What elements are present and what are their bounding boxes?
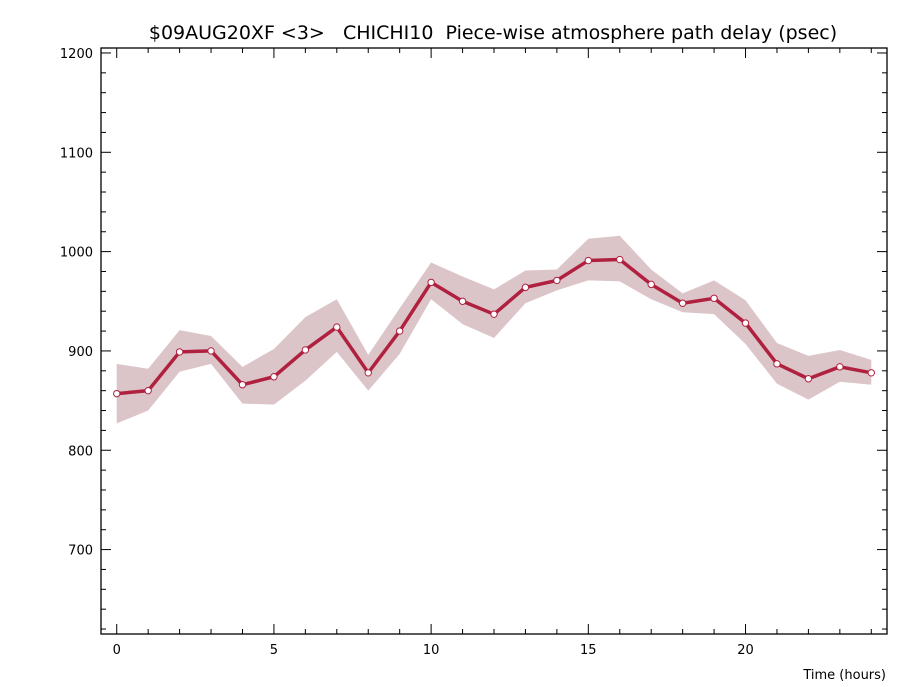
data-point: [741, 319, 750, 327]
data-point: [647, 280, 655, 289]
data-point: [710, 294, 718, 302]
data-point: [553, 276, 561, 285]
data-point: [301, 346, 310, 354]
x-axis-title: Time (hours): [802, 668, 886, 683]
data-point: [584, 256, 593, 265]
data-point: [867, 369, 875, 377]
x-tick-label: 5: [270, 643, 278, 658]
data-point: [270, 373, 278, 381]
x-tick-label: 15: [580, 643, 597, 658]
tick-labels: 0 5 10 15 20 700 800 900 1000 1100 1200: [60, 47, 754, 658]
y-tick-label: 1100: [60, 146, 93, 161]
data-point-layer: [113, 255, 875, 398]
data-point: [836, 363, 844, 371]
x-tick-label: 10: [423, 643, 440, 658]
data-point: [678, 299, 687, 307]
data-point: [395, 327, 404, 335]
y-tick-label: 800: [68, 444, 93, 459]
data-point: [364, 369, 372, 377]
y-tick-label: 1200: [60, 47, 93, 62]
data-point: [144, 386, 152, 395]
uncertainty-band-layer: [116, 235, 872, 424]
x-tick-label: 20: [737, 643, 754, 658]
x-tick-label: 0: [113, 643, 121, 658]
uncertainty-band: [116, 235, 872, 424]
chart-title: $09AUG20XF <3> CHICHI10 Piece-wise atmos…: [149, 22, 837, 44]
data-point: [427, 278, 435, 287]
data-point: [458, 297, 467, 305]
y-tick-label: 1000: [60, 246, 93, 261]
y-tick-label: 900: [68, 345, 93, 360]
data-point: [490, 310, 498, 318]
data-point: [238, 381, 247, 389]
data-point: [521, 283, 530, 292]
data-point: [175, 348, 184, 356]
tick-marks: [101, 48, 887, 634]
data-point: [333, 323, 341, 331]
data-point: [773, 360, 781, 368]
y-tick-label: 700: [68, 544, 93, 559]
data-point: [207, 347, 215, 355]
data-point: [804, 375, 813, 383]
data-point: [113, 389, 121, 398]
data-point: [616, 255, 624, 264]
